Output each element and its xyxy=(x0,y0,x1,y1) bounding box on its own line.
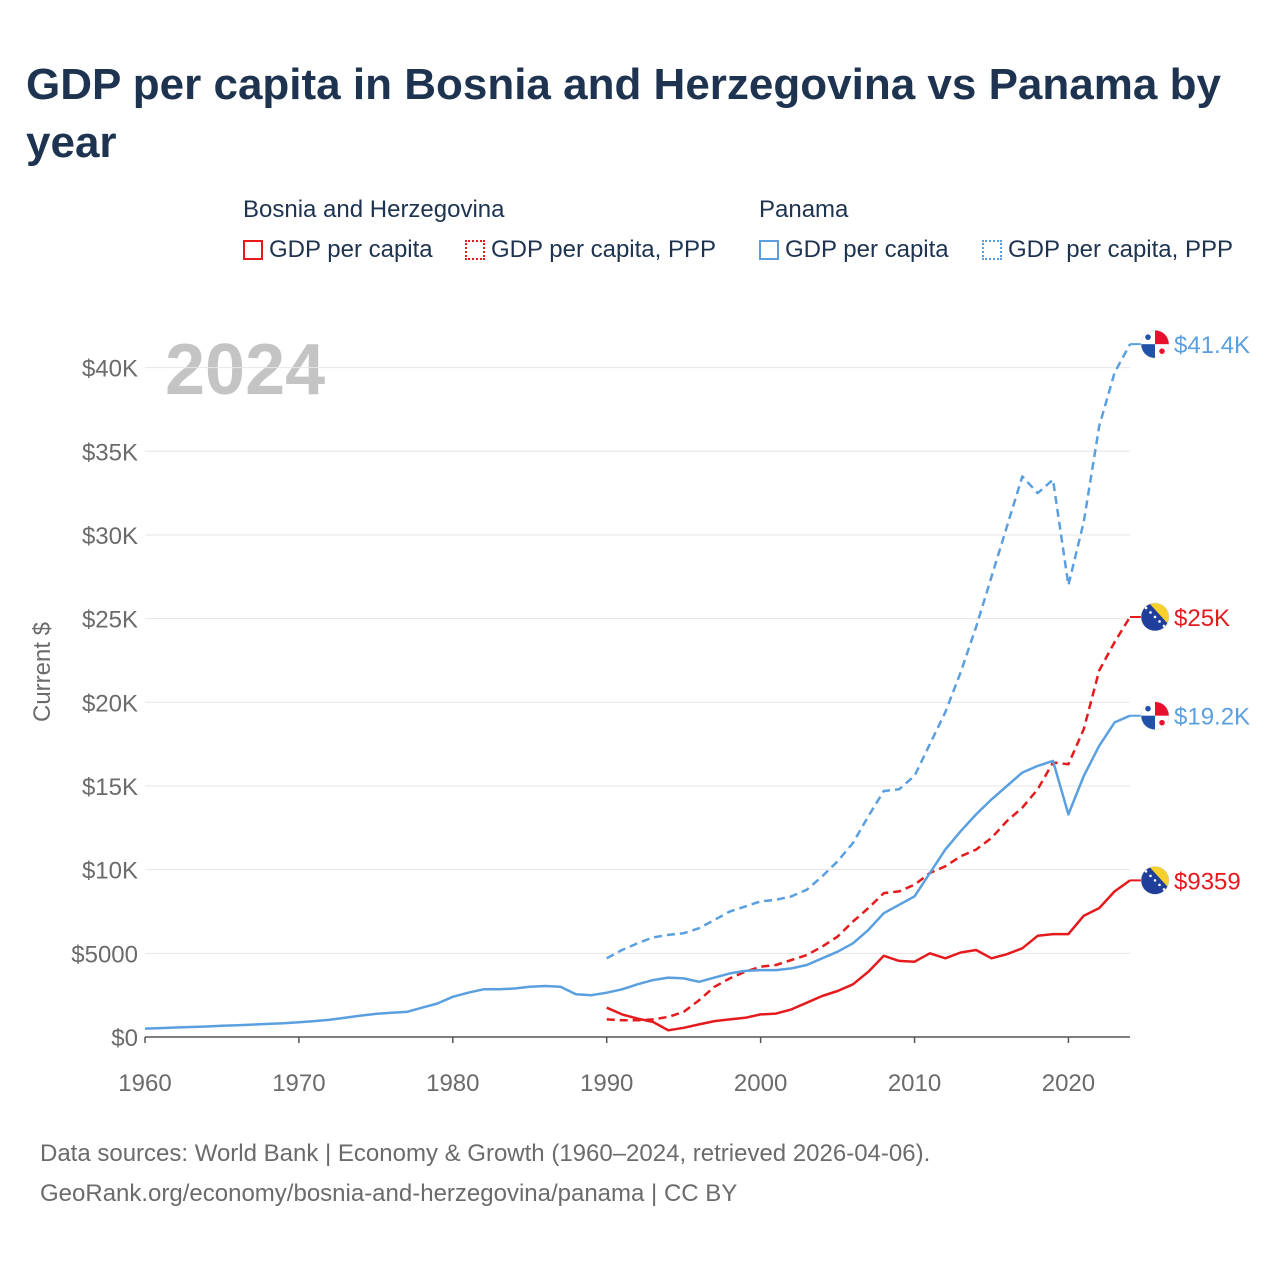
series-line xyxy=(606,879,1131,1032)
end-value-label: $25K xyxy=(1174,605,1230,632)
x-tick-label: 1970 xyxy=(272,1070,325,1097)
y-tick-label: $15K xyxy=(82,774,138,801)
end-value-label: $41.4K xyxy=(1174,332,1250,359)
y-tick-label: $5000 xyxy=(71,941,138,968)
legend-label: GDP per capita xyxy=(785,236,949,263)
legend-item-bosnia-gdp[interactable]: GDP per capita xyxy=(243,236,433,264)
legend-label: GDP per capita, PPP xyxy=(491,236,716,263)
bosnia-flag-icon xyxy=(1140,866,1170,895)
panama-flag-icon xyxy=(1140,701,1170,730)
series-line xyxy=(606,616,1132,1022)
x-tick-label: 1980 xyxy=(426,1070,479,1097)
footer-sources: Data sources: World Bank | Economy & Gro… xyxy=(40,1140,931,1167)
series-line xyxy=(144,714,1131,1030)
x-tick-label: 2020 xyxy=(1042,1070,1095,1097)
legend-label: GDP per capita, PPP xyxy=(1008,236,1233,263)
legend-group-panama: Panama xyxy=(759,196,849,223)
legend-item-panama-gdp[interactable]: GDP per capita xyxy=(759,236,949,264)
year-watermark: 2024 xyxy=(165,330,325,410)
y-tick-label: $10K xyxy=(82,858,138,885)
y-tick-label: $30K xyxy=(82,523,138,550)
bosnia-flag-icon xyxy=(1140,602,1170,632)
y-tick-label: $0 xyxy=(111,1025,138,1052)
panama-flag-icon xyxy=(1140,329,1170,359)
legend-swatch-dotted-blue xyxy=(982,240,1002,260)
legend-swatch-dotted-red xyxy=(465,240,485,260)
y-tick-label: $40K xyxy=(82,356,138,383)
legend-swatch-solid-blue xyxy=(759,240,779,260)
legend-item-panama-ppp[interactable]: GDP per capita, PPP xyxy=(982,236,1233,264)
x-tick-label: 1990 xyxy=(580,1070,633,1097)
legend-item-bosnia-ppp[interactable]: GDP per capita, PPP xyxy=(465,236,716,264)
x-tick-label: 1960 xyxy=(118,1070,171,1097)
legend-label: GDP per capita xyxy=(269,236,433,263)
series-line xyxy=(606,343,1132,960)
y-tick-label: $20K xyxy=(82,690,138,717)
y-axis-label: Current $ xyxy=(29,622,56,722)
y-tick-label: $25K xyxy=(82,607,138,634)
x-tick-label: 2010 xyxy=(888,1070,941,1097)
x-tick-label: 2000 xyxy=(734,1070,787,1097)
end-value-label: $19.2K xyxy=(1174,704,1250,731)
end-value-label: $9359 xyxy=(1174,868,1241,895)
legend-group-bosnia: Bosnia and Herzegovina xyxy=(243,196,505,223)
footer-link[interactable]: GeoRank.org/economy/bosnia-and-herzegovi… xyxy=(40,1180,738,1207)
chart-title: GDP per capita in Bosnia and Herzegovina… xyxy=(26,60,1221,167)
legend-swatch-solid-red xyxy=(243,240,263,260)
y-tick-label: $35K xyxy=(82,439,138,466)
